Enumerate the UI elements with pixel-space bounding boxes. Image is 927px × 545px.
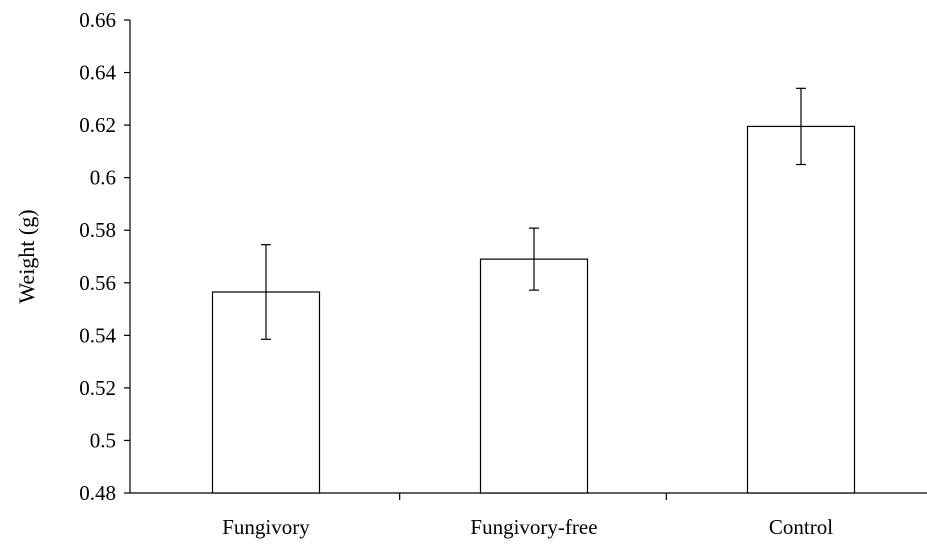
y-tick-label: 0.64 bbox=[79, 61, 116, 85]
y-tick-label: 0.52 bbox=[79, 376, 116, 400]
y-tick-label: 0.5 bbox=[90, 428, 116, 452]
x-tick-label: Fungivory-free bbox=[470, 515, 597, 539]
x-tick-label: Fungivory bbox=[222, 515, 310, 539]
y-axis-title: Weight (g) bbox=[14, 209, 39, 303]
y-tick-label: 0.56 bbox=[79, 271, 116, 295]
y-tick-label: 0.58 bbox=[79, 218, 116, 242]
y-tick-label: 0.62 bbox=[79, 113, 116, 137]
y-tick-label: 0.66 bbox=[79, 8, 116, 32]
x-ticks: Fungivory Fungivory-free Control bbox=[222, 493, 833, 539]
y-tick-label: 0.54 bbox=[79, 323, 116, 347]
error-bars bbox=[261, 87, 806, 340]
bar bbox=[746, 125, 856, 494]
y-ticks: 0.48 0.5 0.52 0.54 0.56 0.58 0.6 0.62 0.64 0.66 bbox=[79, 8, 130, 505]
bar bbox=[479, 258, 589, 494]
bars bbox=[211, 125, 856, 494]
x-tick-label: Control bbox=[769, 515, 833, 539]
y-tick-label: 0.6 bbox=[90, 166, 116, 190]
y-tick-label: 0.48 bbox=[79, 481, 116, 505]
